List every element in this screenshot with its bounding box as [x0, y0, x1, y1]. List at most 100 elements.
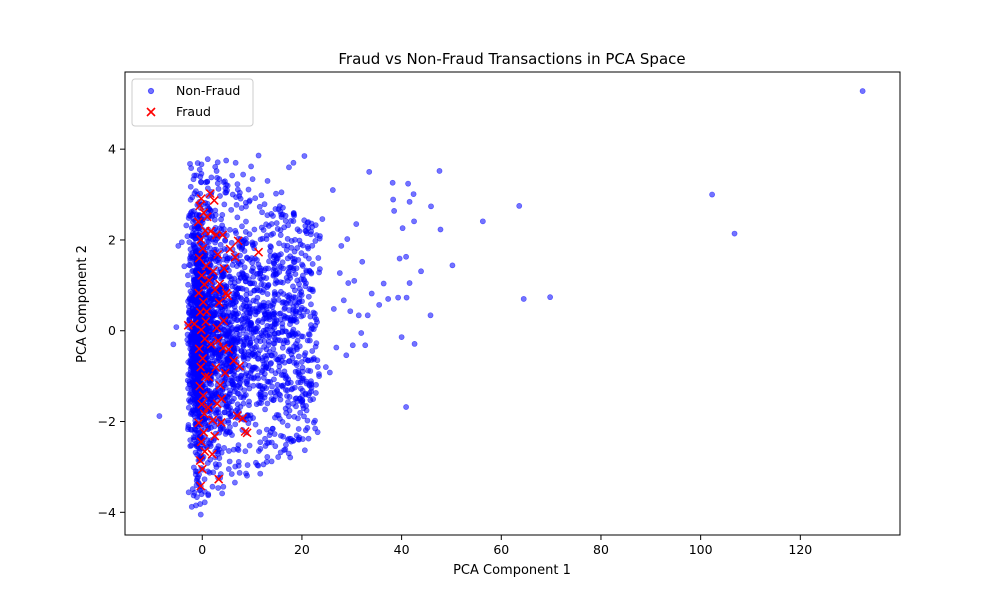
non-fraud-point [264, 454, 271, 460]
non-fraud-point [333, 344, 340, 351]
non-fraud-point [222, 409, 228, 416]
non-fraud-point [292, 236, 298, 243]
non-fraud-point [279, 344, 286, 351]
non-fraud-point [307, 313, 314, 320]
non-fraud-point [221, 445, 228, 451]
non-fraud-point [299, 333, 306, 340]
non-fraud-point [295, 379, 301, 386]
fraud-point [198, 391, 208, 401]
non-fraud-point [436, 168, 443, 174]
non-fraud-point [249, 335, 256, 342]
non-fraud-point [234, 214, 241, 221]
fraud-point [197, 464, 207, 474]
non-fraud-point [246, 442, 253, 449]
non-fraud-point [304, 424, 311, 431]
non-fraud-point [345, 280, 352, 286]
non-fraud-point [185, 404, 192, 411]
non-fraud-series [156, 88, 866, 518]
non-fraud-point [284, 255, 291, 262]
non-fraud-point [261, 267, 268, 274]
non-fraud-point [206, 347, 213, 354]
non-fraud-point [271, 325, 277, 331]
legend: Non-Fraud Fraud [131, 78, 254, 127]
legend-box [131, 78, 254, 127]
non-fraud-point [191, 489, 198, 496]
non-fraud-point [310, 396, 317, 402]
non-fraud-point [237, 331, 243, 338]
non-fraud-point [479, 218, 486, 225]
y-tick-label: −4 [98, 505, 116, 520]
non-fraud-point [276, 310, 283, 317]
non-fraud-point [312, 425, 319, 432]
non-fraud-point [312, 343, 319, 350]
non-fraud-point [308, 388, 315, 395]
non-fraud-point [288, 217, 294, 224]
non-fraud-point [302, 350, 309, 356]
non-fraud-point [376, 301, 383, 308]
fraud-point [211, 230, 221, 240]
non-fraud-point [185, 281, 191, 288]
non-fraud-point [235, 458, 242, 465]
non-fraud-point [316, 235, 323, 242]
non-fraud-point [206, 291, 213, 297]
non-fraud-point [298, 306, 304, 313]
non-fraud-point [405, 180, 411, 187]
fraud-point [203, 402, 213, 412]
non-fraud-point [217, 426, 224, 433]
non-fraud-point [284, 422, 291, 429]
non-fraud-point [223, 300, 230, 307]
non-fraud-point [185, 489, 192, 496]
non-fraud-point [209, 354, 215, 361]
non-fraud-point [306, 286, 313, 292]
non-fraud-point [284, 393, 290, 399]
non-fraud-point [277, 227, 284, 234]
non-fraud-point [359, 258, 366, 265]
non-fraud-point [253, 343, 260, 350]
non-fraud-point [259, 209, 265, 216]
non-fraud-point [268, 244, 274, 250]
non-fraud-point [186, 296, 193, 303]
non-fraud-point [223, 403, 230, 410]
non-fraud-point [201, 476, 208, 483]
non-fraud-point [284, 387, 291, 394]
non-fraud-point [249, 176, 256, 183]
non-fraud-point [240, 238, 247, 245]
non-fraud-point [229, 262, 236, 268]
non-fraud-point [229, 191, 236, 198]
non-fraud-point [306, 331, 313, 338]
legend-fraud-label: Fraud [176, 104, 211, 119]
fraud-point [194, 253, 204, 263]
non-fraud-point [238, 305, 245, 311]
non-fraud-point [399, 225, 406, 232]
non-fraud-point [245, 186, 252, 193]
fraud-point [195, 201, 205, 211]
non-fraud-point [233, 201, 240, 208]
non-fraud-point [406, 198, 413, 205]
non-fraud-point [232, 479, 238, 486]
non-fraud-point [277, 337, 283, 344]
non-fraud-point [283, 328, 290, 335]
fraud-point [238, 413, 248, 423]
non-fraud-point [243, 370, 250, 377]
non-fraud-point [188, 385, 195, 391]
non-fraud-point [286, 346, 293, 353]
fraud-point [198, 353, 208, 363]
y-axis-label: PCA Component 2 [75, 245, 90, 363]
non-fraud-point [234, 326, 241, 333]
non-fraud-point [391, 207, 398, 214]
non-fraud-point [263, 426, 270, 433]
non-fraud-point [240, 394, 247, 401]
non-fraud-point [185, 272, 191, 279]
non-fraud-point [305, 245, 312, 252]
non-fraud-point [292, 384, 298, 391]
non-fraud-point [313, 316, 320, 323]
non-fraud-point [190, 218, 196, 225]
fraud-point [233, 236, 243, 246]
x-tick-label: 40 [394, 542, 410, 557]
non-fraud-point [246, 402, 252, 409]
non-fraud-point [229, 172, 236, 179]
fraud-point [210, 431, 220, 441]
non-fraud-point [215, 485, 222, 491]
fraud-point [230, 252, 240, 262]
fraud-point [204, 275, 214, 285]
